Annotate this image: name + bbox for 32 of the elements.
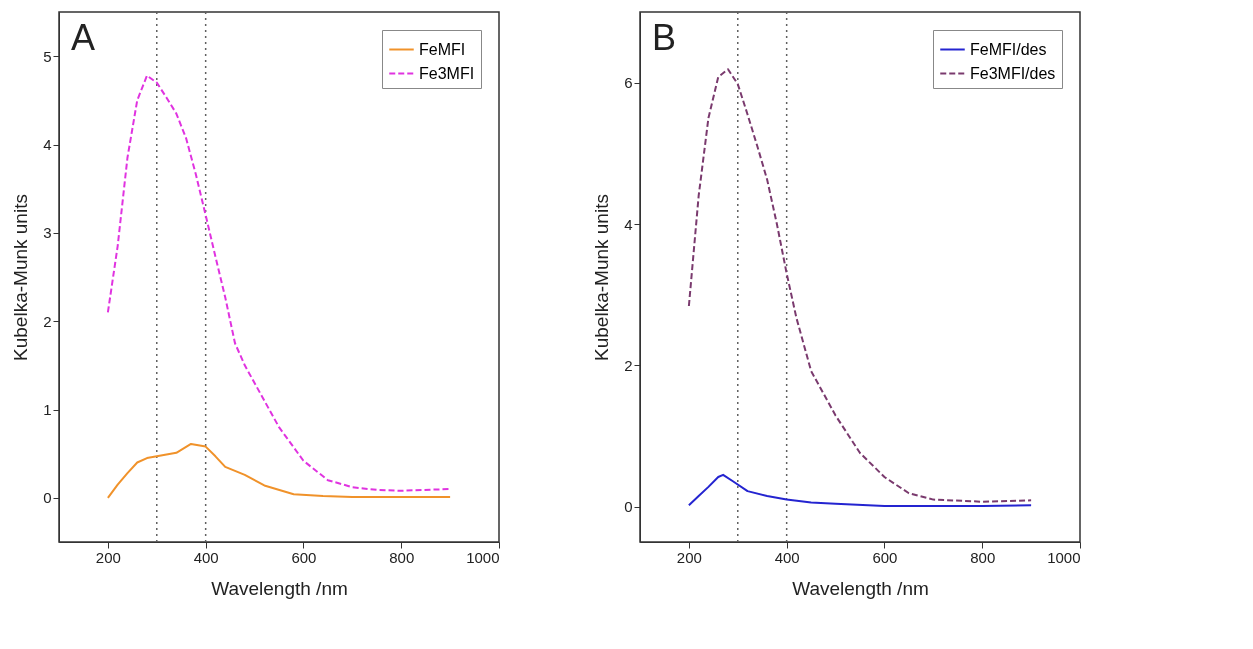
x-tick-label: 1000 <box>466 548 500 566</box>
x-axis-title: Wavelength /nm <box>211 577 348 599</box>
line-series <box>687 473 1033 507</box>
legend-label: FeMFI <box>419 40 466 58</box>
y-tick-label: 6 <box>624 74 633 92</box>
x-tick-label: 200 <box>676 548 702 566</box>
x-tick-label: 800 <box>970 548 996 566</box>
y-tick-label: 5 <box>43 47 52 65</box>
x-tick-label: 400 <box>774 548 800 566</box>
y-tick-label: 2 <box>43 312 52 330</box>
annotation: A <box>71 17 96 58</box>
annotation: B <box>652 17 677 58</box>
x-tick-label: 200 <box>95 548 121 566</box>
x-axis-title: Wavelength /nm <box>792 577 929 599</box>
legend-label: Fe3MFI <box>419 64 475 82</box>
y-tick-label: 2 <box>624 356 633 374</box>
x-tick-label: 600 <box>872 548 898 566</box>
x-tick-label: 400 <box>193 548 219 566</box>
y-tick-label: 1 <box>43 401 52 418</box>
y-tick-label: 3 <box>43 224 52 242</box>
line-series <box>106 442 452 499</box>
y-tick-label: 4 <box>43 136 52 153</box>
legend-label: FeMFI/des <box>970 40 1047 58</box>
x-tick-label: 600 <box>291 548 317 566</box>
legend-label: Fe3MFI/des <box>970 64 1056 82</box>
y-tick-label: 4 <box>624 215 633 233</box>
y-tick-label: 0 <box>43 489 52 507</box>
y-axis-title: Kubelka-Munk units <box>10 194 32 361</box>
y-tick-label: 0 <box>624 498 633 516</box>
y-axis-title: Kubelka-Munk units <box>591 194 613 361</box>
x-tick-label: 800 <box>389 548 415 566</box>
x-tick-label: 1000 <box>1047 548 1081 566</box>
